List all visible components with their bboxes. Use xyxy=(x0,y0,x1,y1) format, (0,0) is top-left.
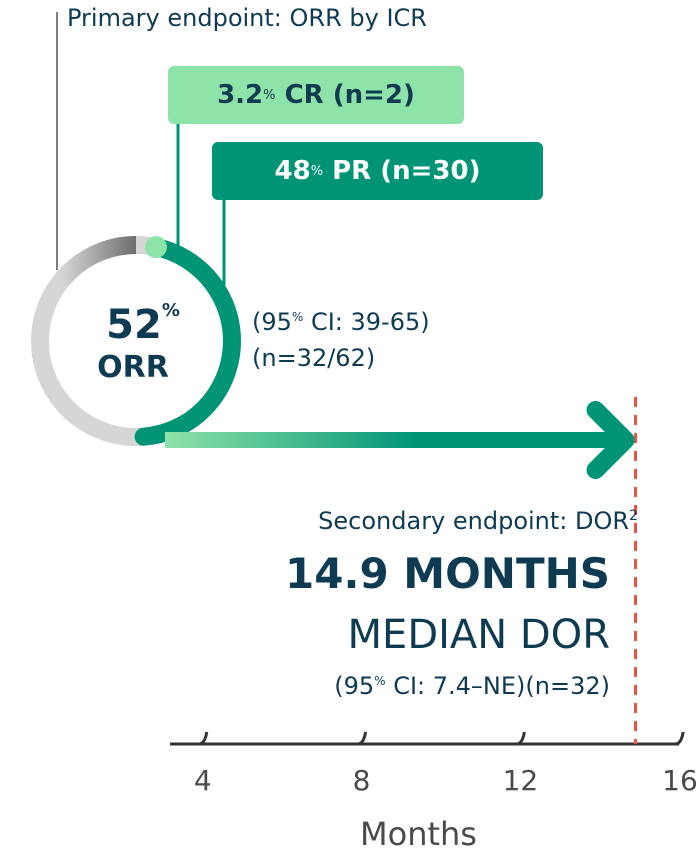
x-tick-mark xyxy=(198,731,209,746)
orr-ci-suffix: CI: 39-65) xyxy=(303,308,430,336)
orr-ring-fade xyxy=(55,236,137,286)
cr-unit: % xyxy=(263,87,276,103)
x-tick-label: 8 xyxy=(353,764,371,797)
orr-ci-prefix: (95 xyxy=(252,308,292,336)
x-tick-label: 4 xyxy=(194,764,212,797)
orr-confidence-interval: (95% CI: 39-65) xyxy=(252,308,430,336)
orr-ci-sup: % xyxy=(291,310,304,324)
orr-value: 52% xyxy=(88,300,198,348)
orr-sample-size: (n=32/62) xyxy=(252,344,376,372)
secondary-title-text: Secondary endpoint: DOR xyxy=(318,507,630,535)
orr-number: 52 xyxy=(106,302,162,348)
pr-arc xyxy=(134,238,241,446)
dor-ci-prefix: (95 xyxy=(334,672,375,700)
pr-unit: % xyxy=(310,163,324,179)
median-dor-label: MEDIAN DOR xyxy=(347,612,610,658)
cr-label: CR (n=2) xyxy=(284,80,415,110)
median-dor-value: 14.9 MONTHS xyxy=(285,549,610,598)
secondary-title-footnote: 2 xyxy=(629,508,638,524)
secondary-endpoint-title: Secondary endpoint: DOR2 xyxy=(318,507,638,535)
cr-arc-dot xyxy=(144,236,167,259)
pr-label: PR (n=30) xyxy=(332,156,481,186)
dor-confidence-interval: (95% CI: 7.4–NE)(n=32) xyxy=(334,672,610,700)
cr-value: 3.2 xyxy=(217,80,264,110)
x-tick-mark xyxy=(516,731,526,746)
primary-endpoint-title: Primary endpoint: ORR by ICR xyxy=(67,4,427,32)
dor-ci-suffix: CI: 7.4–NE)(n=32) xyxy=(385,672,610,700)
orr-label: ORR xyxy=(97,350,169,385)
dor-arrow-shaft xyxy=(165,432,624,448)
cr-callout: 3.2% CR (n=2) xyxy=(168,66,464,124)
pr-value: 48 xyxy=(274,156,311,186)
x-tick-label: 12 xyxy=(503,764,539,797)
pr-callout: 48% PR (n=30) xyxy=(212,142,543,200)
dor-arrow-head xyxy=(586,401,635,479)
x-axis-label: Months xyxy=(360,815,477,853)
dor-ci-sup: % xyxy=(374,674,386,688)
x-axis-end-mark xyxy=(675,731,685,746)
x-tick-label: 16 xyxy=(662,764,698,797)
orr-unit: % xyxy=(161,300,180,321)
x-tick-mark xyxy=(357,731,368,746)
